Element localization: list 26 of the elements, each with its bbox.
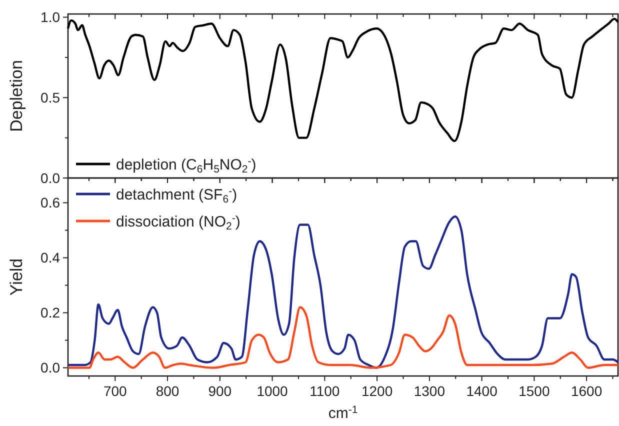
x-tick-label: 1200 bbox=[361, 383, 393, 399]
y-tick-label: 0.0 bbox=[40, 360, 60, 376]
legend-label: dissociation (NO$_{2}$$^{-}$) bbox=[116, 212, 240, 233]
x-tick-label: 1100 bbox=[310, 383, 340, 399]
x-tick-label: 1000 bbox=[256, 383, 288, 399]
y-tick-label: 0.2 bbox=[40, 304, 60, 321]
line-series bbox=[66, 306, 619, 369]
x-tick-label: 1400 bbox=[466, 383, 498, 399]
x-tick-label: 900 bbox=[208, 383, 232, 399]
legend-label: detachment (SF$_{6}$$^{-}$) bbox=[116, 185, 238, 206]
x-axis-title: cm$^{-1}$ bbox=[328, 404, 358, 422]
x-tick-label: 1300 bbox=[414, 383, 446, 399]
x-tick-label: 1500 bbox=[518, 383, 550, 399]
line-series bbox=[66, 215, 619, 369]
line-series bbox=[66, 18, 619, 142]
legend-label: depletion (C$_{6}$H$_{5}$NO$_{2}$$^{-}$) bbox=[116, 155, 256, 176]
y-tick-label: 0.5 bbox=[40, 90, 60, 106]
y-axis-title: Yield bbox=[7, 258, 26, 296]
x-tick-label: 1600 bbox=[570, 383, 602, 399]
y-tick-label: 0.0 bbox=[40, 170, 60, 186]
y-tick-label: 0.6 bbox=[40, 194, 60, 211]
y-tick-label: 0.4 bbox=[40, 250, 60, 266]
y-tick-label: 1.0 bbox=[40, 9, 60, 26]
x-tick-label: 700 bbox=[103, 383, 128, 399]
y-axis-title: Depletion bbox=[7, 60, 26, 132]
x-tick-label: 800 bbox=[156, 383, 180, 399]
